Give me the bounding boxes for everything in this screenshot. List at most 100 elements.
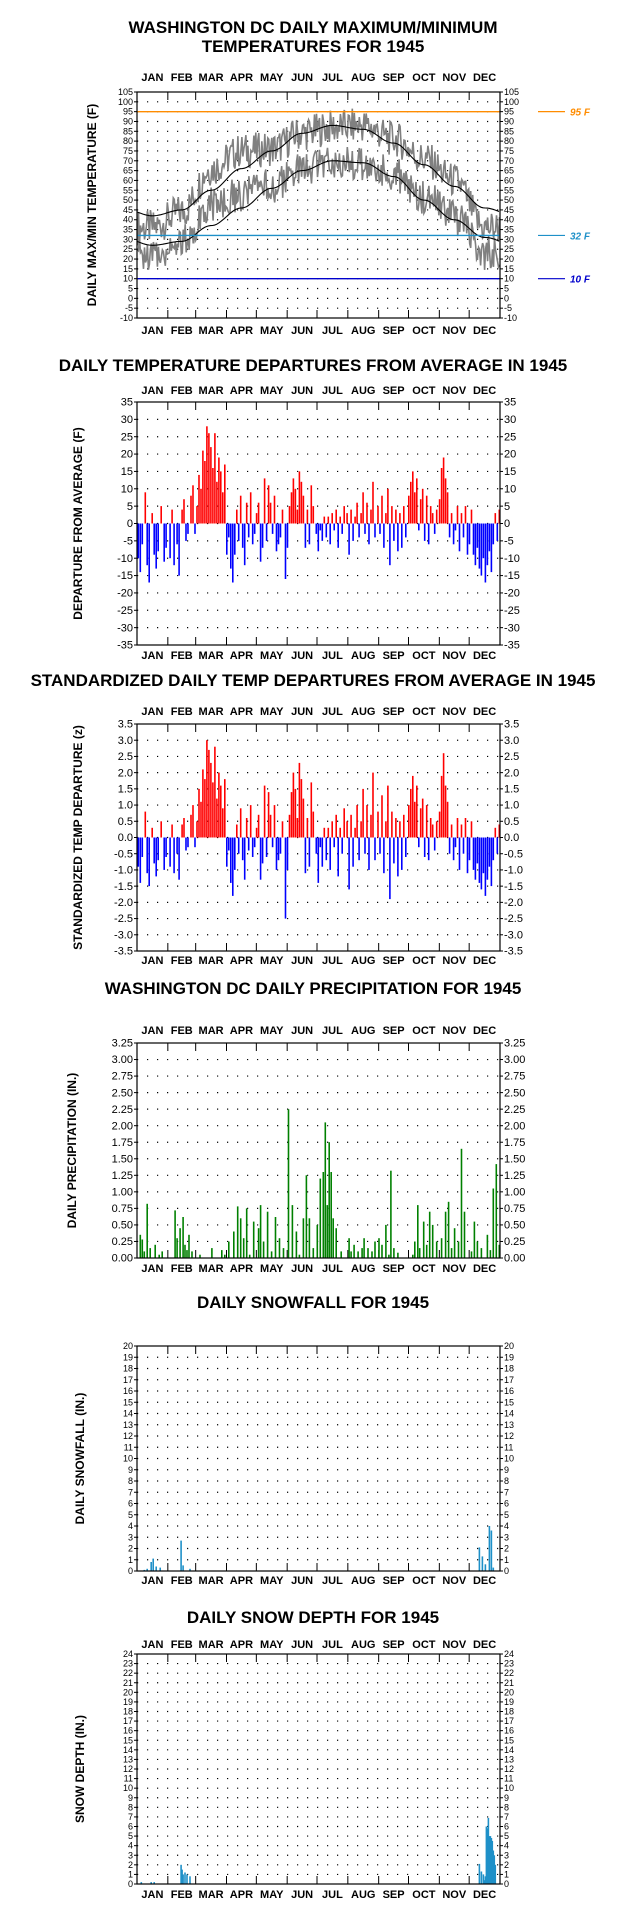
y-tick-label-left: 95 <box>123 107 133 117</box>
bar <box>339 827 341 838</box>
y-tick-label-left: 14 <box>123 1745 133 1755</box>
month-label-bottom: SEP <box>383 650 405 662</box>
month-label-bottom: NOV <box>442 325 467 337</box>
departure-panel: DAILY TEMPERATURE DEPARTURES FROM AVERAG… <box>0 350 626 665</box>
bar <box>221 1250 223 1258</box>
bar <box>291 1205 294 1258</box>
bar <box>442 753 445 838</box>
bar <box>212 468 214 524</box>
month-label-bottom: MAY <box>260 1889 284 1901</box>
bar <box>192 805 194 838</box>
month-label-top: JUL <box>322 72 343 84</box>
y-tick-label-left: 3.0 <box>118 735 133 747</box>
y-tick-label-right: 55 <box>504 185 514 195</box>
bar <box>257 1228 260 1258</box>
month-label-top: JUL <box>322 385 343 397</box>
bar <box>425 1244 428 1258</box>
bar <box>486 1828 489 1884</box>
bar <box>317 837 320 883</box>
bar <box>222 808 224 838</box>
bar <box>456 818 459 838</box>
month-label-bottom: JAN <box>141 1575 163 1587</box>
bar <box>224 779 226 838</box>
snowdepth-chart-title: DAILY SNOW DEPTH FOR 1945 <box>186 1608 440 1627</box>
bar <box>243 837 246 880</box>
month-label-top: JUN <box>291 385 313 397</box>
normal-max-line <box>136 124 500 217</box>
month-label-bottom: FEB <box>171 1575 193 1587</box>
bar <box>412 1254 414 1258</box>
y-tick-label-left: 20 <box>121 449 133 461</box>
daily-max-trace <box>136 108 501 246</box>
bar <box>279 837 282 854</box>
bar <box>428 1211 431 1258</box>
bar <box>141 1239 144 1258</box>
bar <box>470 821 473 838</box>
month-label-bottom: JUL <box>322 1889 343 1901</box>
y-tick-label-right: 18 <box>504 1707 514 1717</box>
bar <box>472 523 475 555</box>
month-label-bottom: JUN <box>291 1889 313 1901</box>
bar <box>144 492 147 524</box>
bar <box>492 1188 495 1258</box>
bar <box>444 785 447 838</box>
bar <box>390 1170 392 1258</box>
y-tick-label-right: 22 <box>504 1668 514 1678</box>
bar <box>191 1251 193 1258</box>
bar <box>174 1210 176 1258</box>
bar <box>327 827 330 838</box>
bar <box>180 1540 182 1571</box>
month-label-bottom: AUG <box>351 1575 375 1587</box>
bar <box>377 506 379 524</box>
bar <box>153 837 155 864</box>
y-tick-label-right: 2.0 <box>504 767 519 779</box>
snowdepth-chart: JAN JAN FEB FEB MAR MAR APR APR MAY MAY JUN JUN JUL J… <box>73 1639 514 1901</box>
y-tick-label-right: 25 <box>504 431 516 443</box>
y-axis-label: DAILY PRECIPITATION (IN.) <box>65 1073 79 1229</box>
y-tick-label-right: 9 <box>504 1793 509 1803</box>
bar <box>144 811 147 838</box>
month-label-top: SEP <box>383 706 405 718</box>
y-tick-label-right: 24 <box>504 1649 514 1659</box>
bar <box>329 837 331 870</box>
bar <box>395 818 397 838</box>
bar <box>350 814 352 838</box>
bar <box>248 1254 251 1258</box>
month-label-bottom: SEP <box>383 1263 405 1275</box>
bar <box>478 523 481 569</box>
y-tick-label-left: -10 <box>117 553 133 565</box>
bar <box>185 837 187 851</box>
bar <box>214 746 216 838</box>
bar <box>346 513 348 524</box>
y-tick-label-left: 0 <box>128 293 133 303</box>
y-tick-label-right: 1 <box>504 1555 509 1565</box>
bar <box>474 837 477 880</box>
month-label-top: DEC <box>473 1025 496 1037</box>
normal-min-line <box>136 160 500 246</box>
bar <box>186 1874 188 1884</box>
bar <box>442 457 445 524</box>
plot-border <box>136 91 501 319</box>
y-tick-label-right: 90 <box>504 116 514 126</box>
bar <box>192 485 194 524</box>
y-axis-label: STANDARDIZED TEMP DEPARTURE (z) <box>71 725 85 950</box>
bar <box>472 837 475 870</box>
y-tick-label-right: -2.5 <box>504 913 523 925</box>
y-tick-label-right: 0 <box>504 1566 509 1576</box>
bar <box>364 523 366 534</box>
bar <box>438 499 441 524</box>
y-tick-label-right: 2.25 <box>504 1104 525 1116</box>
bar <box>466 523 469 555</box>
bar <box>496 837 499 854</box>
y-tick-label-left: 18 <box>123 1364 133 1374</box>
bar <box>362 788 364 838</box>
bar <box>226 523 228 555</box>
bar <box>488 1836 491 1884</box>
month-label-bottom: DEC <box>473 650 496 662</box>
bar <box>385 513 387 524</box>
y-tick-label-left: 11 <box>124 1774 133 1784</box>
y-tick-label-left: 40 <box>123 215 133 225</box>
bar <box>259 523 262 562</box>
bar <box>185 523 187 541</box>
bar <box>196 821 198 838</box>
